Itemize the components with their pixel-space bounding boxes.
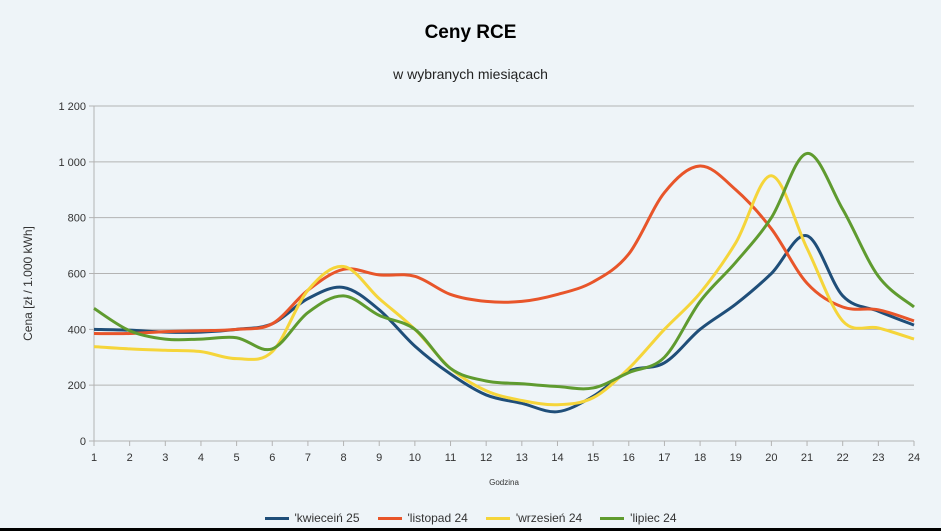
bottom-border	[0, 528, 941, 531]
legend-label: 'listopad 24	[407, 511, 468, 525]
legend-swatch	[485, 516, 510, 520]
x-tick-label: 11	[445, 452, 456, 464]
x-tick-label: 18	[694, 452, 706, 464]
legend-label: 'wrzesień 24	[515, 511, 583, 525]
y-tick-label: 1 200	[58, 101, 86, 113]
y-tick-label: 0	[80, 436, 86, 448]
series-line-3	[93, 151, 915, 391]
legend-item: 'listopad 24	[377, 511, 468, 525]
x-tick-label: 1	[91, 452, 97, 464]
x-tick-label: 7	[305, 452, 311, 464]
x-tick-label: 8	[341, 452, 347, 464]
x-tick-label: 24	[908, 452, 920, 464]
y-tick-label: 200	[68, 380, 86, 392]
x-tick-label: 15	[587, 452, 599, 464]
series-line-2	[93, 174, 915, 407]
x-tick-label: 22	[837, 452, 849, 464]
legend: 'kwieceiń 25 'listopad 24 'wrzesień 24 'lip…	[0, 511, 941, 525]
legend-label: 'lipiec 24	[630, 511, 677, 525]
x-tick-label: 10	[409, 452, 421, 464]
legend-swatch	[264, 516, 289, 520]
x-tick-label: 17	[658, 452, 670, 464]
legend-swatch	[600, 516, 625, 520]
legend-item: 'lipiec 24	[600, 511, 677, 525]
x-tick-label: 2	[127, 452, 133, 464]
y-tick-label: 1 000	[58, 157, 86, 169]
x-tick-label: 5	[234, 452, 240, 464]
chart-subtitle: w wybranych miesiącach	[393, 66, 548, 82]
x-tick-label: 6	[269, 452, 275, 464]
series-line-1	[93, 164, 915, 336]
y-tick-label: 400	[68, 324, 86, 336]
x-tick-label: 20	[765, 452, 777, 464]
legend-swatch	[377, 516, 402, 520]
x-tick-label: 12	[480, 452, 492, 464]
legend-item: 'wrzesień 24	[485, 511, 583, 525]
y-tick-label: 600	[68, 269, 86, 281]
y-tick-label: 800	[68, 213, 86, 225]
x-tick-label: 23	[872, 452, 884, 464]
legend-item: 'kwieceiń 25	[264, 511, 360, 525]
x-tick-label: 16	[623, 452, 635, 464]
y-axis-label: Cena [zł / 1.000 kWh]	[21, 226, 35, 341]
x-tick-label: 19	[730, 452, 742, 464]
chart-title: Ceny RCE	[424, 22, 517, 43]
x-tick-label: 9	[376, 452, 382, 464]
x-tick-label: 3	[162, 452, 168, 464]
x-tick-label: 14	[551, 452, 563, 464]
x-tick-label: 13	[516, 452, 528, 464]
x-tick-label: 4	[198, 452, 204, 464]
x-tick-label: 21	[801, 452, 813, 464]
legend-label: 'kwieceiń 25	[294, 511, 360, 525]
x-axis-label: Godzina	[489, 478, 519, 487]
